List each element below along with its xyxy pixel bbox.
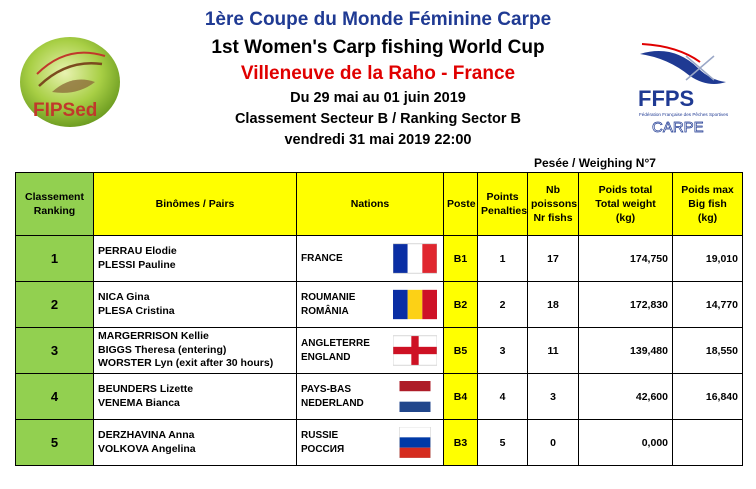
svg-text:FIPSed: FIPSed [33, 100, 97, 121]
nation-cell: ROUMANIE ROMÂNIA [296, 281, 444, 328]
svg-text:Fédération Française des Pêche: Fédération Française des Pêches Sportive… [639, 112, 729, 117]
penalties-cell: 3 [477, 327, 528, 374]
table-row: 5 DERZHAVINA Anna VOLKOVA Angelina RUSSIE… [15, 419, 743, 466]
nation-cell: ANGLETERRE ENGLAND [296, 327, 444, 374]
ranking-table: Classement Ranking Binômes / Pairs Nation… [15, 172, 743, 466]
penalties-cell: 1 [477, 235, 528, 282]
big-fish-cell: 19,010 [672, 235, 743, 282]
pairs-cell: DERZHAVINA Anna VOLKOVA Angelina [93, 419, 297, 466]
poste-cell: B5 [443, 327, 478, 374]
fish-count-cell: 17 [527, 235, 579, 282]
weighing-number: Pesée / Weighing N°7 [534, 156, 656, 170]
table-row: 2 NICA Gina PLESA Cristina ROUMANIE ROMÂNI… [15, 281, 743, 328]
svg-text:FFPS: FFPS [638, 86, 694, 111]
big-fish-cell: 14,770 [672, 281, 743, 328]
nation-cell: PAYS-BAS NEDERLAND [296, 373, 444, 420]
col-header-big-fish: Poids max Big fish (kg) [672, 172, 743, 236]
col-header-total-weight: Poids total Total weight (kg) [578, 172, 673, 236]
col-header-fish-count: Nb poissons Nr fishs [527, 172, 579, 236]
date-range: Du 29 mai au 01 juin 2019 [290, 90, 466, 106]
fish-count-cell: 3 [527, 373, 579, 420]
table-header-row: Classement Ranking Binômes / Pairs Nation… [15, 172, 743, 236]
poste-cell: B1 [443, 235, 478, 282]
rank-cell: 4 [15, 373, 94, 420]
penalties-cell: 4 [477, 373, 528, 420]
fipsed-logo: FIPSed [20, 37, 120, 127]
col-header-pairs: Binômes / Pairs [93, 172, 297, 236]
rank-cell: 5 [15, 419, 94, 466]
rank-cell: 2 [15, 281, 94, 328]
venue: Villeneuve de la Raho - France [240, 63, 516, 84]
col-header-penalties: Points Penalties [477, 172, 528, 236]
netherlands-flag-icon [399, 380, 431, 412]
penalties-cell: 5 [477, 419, 528, 466]
title-english: 1st Women's Carp fishing World Cup [211, 37, 545, 58]
fish-count-cell: 0 [527, 419, 579, 466]
pairs-cell: BEUNDERS Lizette VENEMA Bianca [93, 373, 297, 420]
svg-text:CARPE: CARPE [652, 119, 704, 136]
big-fish-cell: 18,550 [672, 327, 743, 374]
rank-cell: 1 [15, 235, 94, 282]
table-row: 3 MARGERRISON Kellie BIGGS Theresa (enter… [15, 327, 743, 374]
fish-count-cell: 18 [527, 281, 579, 328]
ranking-title: Classement Secteur B / Ranking Sector B [234, 111, 522, 127]
romania-flag-icon [393, 289, 437, 319]
penalties-cell: 2 [477, 281, 528, 328]
rank-cell: 3 [15, 327, 94, 374]
fish-count-cell: 11 [527, 327, 579, 374]
nation-cell: RUSSIE РОССИЯ [296, 419, 444, 466]
poste-cell: B3 [443, 419, 478, 466]
pairs-cell: NICA Gina PLESA Cristina [93, 281, 297, 328]
big-fish-cell [672, 419, 743, 466]
total-weight-cell: 42,600 [578, 373, 673, 420]
pairs-cell: MARGERRISON Kellie BIGGS Theresa (enterin… [93, 327, 297, 374]
col-header-poste: Poste [443, 172, 478, 236]
col-header-nations: Nations [296, 172, 444, 236]
england-flag-icon [393, 335, 437, 365]
nation-cell: FRANCE [296, 235, 444, 282]
title-french: 1ère Coupe du Monde Féminine Carpe [204, 9, 552, 30]
table-row: 4 BEUNDERS Lizette VENEMA Bianca PAYS-BAS… [15, 373, 743, 420]
total-weight-cell: 172,830 [578, 281, 673, 328]
france-flag-icon [393, 243, 437, 273]
ffps-logo: FFPS Fédération Française des Pêches Spo… [638, 43, 729, 136]
poste-cell: B4 [443, 373, 478, 420]
col-header-rank: Classement Ranking [15, 172, 94, 236]
total-weight-cell: 139,480 [578, 327, 673, 374]
russia-flag-icon [399, 426, 431, 458]
poste-cell: B2 [443, 281, 478, 328]
big-fish-cell: 16,840 [672, 373, 743, 420]
total-weight-cell: 0,000 [578, 419, 673, 466]
table-row: 1 PERRAU Elodie PLESSI Pauline FRANCE B1 … [15, 235, 743, 282]
pairs-cell: PERRAU Elodie PLESSI Pauline [93, 235, 297, 282]
ranking-timestamp: vendredi 31 mai 2019 22:00 [284, 132, 472, 148]
total-weight-cell: 174,750 [578, 235, 673, 282]
